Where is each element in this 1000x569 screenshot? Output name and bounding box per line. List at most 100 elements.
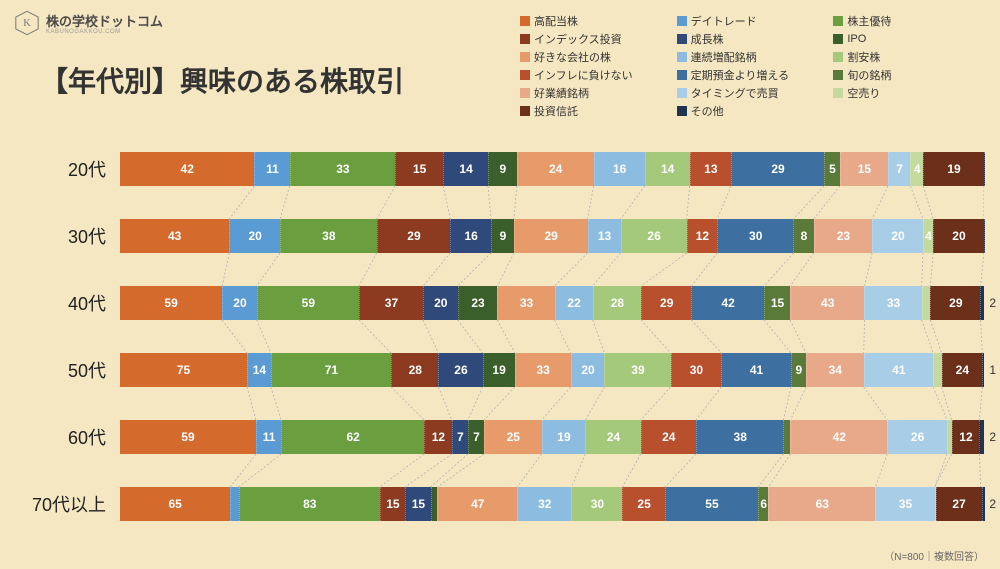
bar-segment: 37 — [359, 286, 423, 320]
legend-item: 好業績銘柄 — [520, 84, 667, 102]
bar-segment: 26 — [438, 353, 482, 387]
chart-row: 50代751471282619332039304193441241 — [28, 353, 984, 387]
bar-segment: 11 — [256, 420, 281, 454]
legend-swatch — [520, 52, 530, 62]
bar-segment: 7 — [452, 420, 468, 454]
bar-segment: 41 — [864, 353, 933, 387]
bar-segment: 12 — [952, 420, 980, 454]
legend-label: IPO — [847, 33, 866, 45]
bar-segment: 55 — [665, 487, 758, 521]
row-label: 60代 — [28, 424, 120, 450]
legend-swatch — [677, 16, 687, 26]
bar-segment: 20 — [423, 286, 458, 320]
legend-swatch — [833, 52, 843, 62]
bar-segment: 43 — [790, 286, 864, 320]
bar-segment: 24 — [517, 152, 594, 186]
bar-segment — [982, 487, 985, 521]
legend-swatch — [833, 70, 843, 80]
row-bars: 6583151547323025556633527 — [120, 487, 985, 521]
bar-segment: 38 — [280, 219, 377, 253]
bar-segment: 59 — [120, 420, 256, 454]
bar-segment: 14 — [247, 353, 271, 387]
bar-segment — [783, 420, 790, 454]
legend-swatch — [520, 106, 530, 116]
legend-label: その他 — [691, 103, 724, 119]
bar-segment: 4 — [923, 219, 933, 253]
bar-segment — [984, 219, 985, 253]
bar-segment: 19 — [483, 353, 515, 387]
bar-segment — [980, 286, 983, 320]
bar-segment: 39 — [604, 353, 670, 387]
chart-row: 40代5920593720233322282942154333292 — [28, 286, 984, 320]
legend-item: 株主優待 — [833, 12, 980, 30]
bar-segment: 33 — [290, 152, 396, 186]
legend-item: 空売り — [833, 84, 980, 102]
bar-segment: 26 — [621, 219, 687, 253]
bar-segment: 71 — [271, 353, 391, 387]
bar-segment: 15 — [380, 487, 405, 521]
bar-segment: 7 — [888, 152, 910, 186]
legend-item: 投資信託 — [520, 102, 667, 120]
connector-lines — [120, 152, 984, 521]
legend-item: 旬の銘柄 — [833, 66, 980, 84]
legend-swatch — [677, 70, 687, 80]
bar-segment: 16 — [450, 219, 491, 253]
svg-text:K: K — [23, 18, 31, 29]
legend-item: 成長株 — [677, 30, 824, 48]
legend-label: デイトレード — [691, 13, 757, 29]
row-bars: 43203829169291326123082320420 — [120, 219, 985, 253]
bar-segment: 19 — [923, 152, 984, 186]
brand-name: 株の学校ドットコム — [46, 11, 163, 30]
bar-segment: 23 — [814, 219, 872, 253]
bar-segment: 34 — [806, 353, 864, 387]
bar-segment: 9 — [791, 353, 806, 387]
overflow-value: 2 — [989, 430, 996, 444]
bar-segment: 59 — [120, 286, 222, 320]
legend-item: 定期預金より増える — [677, 66, 824, 84]
row-label: 30代 — [28, 223, 120, 249]
bar-segment: 30 — [717, 219, 793, 253]
legend-label: 割安株 — [847, 49, 880, 65]
bar-segment: 13 — [690, 152, 732, 186]
bar-segment: 65 — [120, 487, 230, 521]
bar-segment: 20 — [222, 286, 257, 320]
bar-segment: 15 — [840, 152, 888, 186]
bar-segment — [979, 420, 984, 454]
bar-segment: 20 — [571, 353, 605, 387]
chart-row: 30代43203829169291326123082320420 — [28, 219, 984, 253]
bar-segment: 41 — [721, 353, 790, 387]
bar-segment: 27 — [936, 487, 982, 521]
bar-segment: 59 — [257, 286, 359, 320]
bar-segment: 35 — [875, 487, 934, 521]
legend-label: 連続増配銘柄 — [691, 49, 757, 65]
bar-segment: 9 — [491, 219, 514, 253]
bar-segment: 29 — [377, 219, 451, 253]
bar-segment: 6 — [758, 487, 768, 521]
bar-segment: 29 — [930, 286, 980, 320]
bar-segment: 5 — [824, 152, 840, 186]
legend-swatch — [833, 16, 843, 26]
bar-segment: 14 — [645, 152, 690, 186]
bar-segment: 13 — [588, 219, 621, 253]
legend-swatch — [677, 34, 687, 44]
bar-segment: 12 — [687, 219, 717, 253]
overflow-value: 2 — [989, 497, 996, 511]
bar-segment: 15 — [395, 152, 443, 186]
bar-segment: 30 — [671, 353, 722, 387]
bar-segment: 9 — [488, 152, 517, 186]
bar-segment — [431, 487, 438, 521]
row-bars: 592059372023332228294215433329 — [120, 286, 984, 320]
legend-swatch — [520, 34, 530, 44]
legend-swatch — [677, 88, 687, 98]
brand-block: 株の学校ドットコム KABUNOGAKKOU.COM — [46, 11, 163, 35]
bar-segment: 7 — [468, 420, 484, 454]
overflow-value: 2 — [989, 296, 996, 310]
legend-label: 投資信託 — [534, 103, 578, 119]
chart-row: 20代4211331514924161413295157419 — [28, 152, 984, 186]
bar-segment: 42 — [120, 152, 254, 186]
bar-segment: 75 — [120, 353, 247, 387]
legend-label: 旬の銘柄 — [847, 67, 891, 83]
legend-swatch — [677, 52, 687, 62]
legend-label: インフレに負けない — [534, 67, 633, 83]
bar-segment: 22 — [555, 286, 593, 320]
